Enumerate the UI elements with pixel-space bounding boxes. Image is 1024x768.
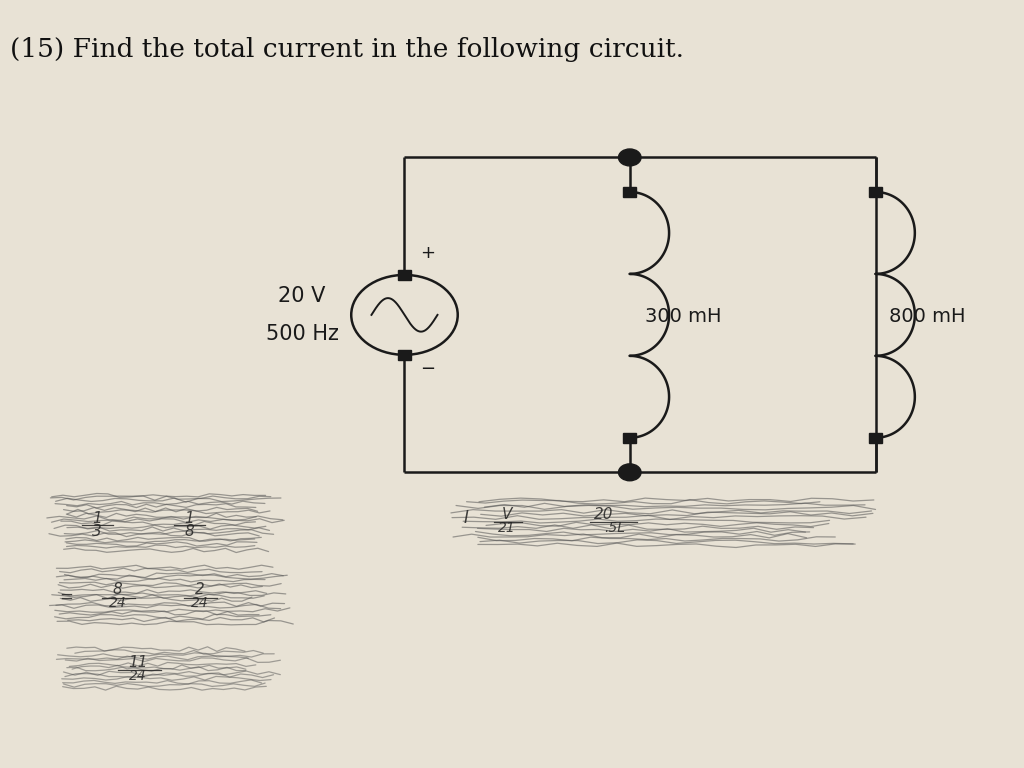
Bar xyxy=(397,350,412,359)
Text: V: V xyxy=(502,507,512,522)
Text: +: + xyxy=(421,244,435,263)
Bar xyxy=(868,187,883,197)
Text: 8: 8 xyxy=(184,524,195,539)
Text: .5L: .5L xyxy=(604,521,625,535)
Text: 2: 2 xyxy=(195,582,205,598)
Text: 1: 1 xyxy=(184,511,195,526)
Text: 24: 24 xyxy=(190,596,209,610)
Circle shape xyxy=(618,149,641,166)
Text: 24: 24 xyxy=(109,596,127,610)
Bar xyxy=(623,433,637,442)
Text: (15) Find the total current in the following circuit.: (15) Find the total current in the follo… xyxy=(10,38,684,62)
Text: 500 Hz: 500 Hz xyxy=(265,324,339,344)
Bar xyxy=(397,270,412,280)
Text: 800 mH: 800 mH xyxy=(889,307,966,326)
Text: −: − xyxy=(421,359,435,378)
Text: 300 mH: 300 mH xyxy=(645,307,722,326)
Text: 24: 24 xyxy=(129,669,147,683)
Bar xyxy=(623,187,637,197)
Circle shape xyxy=(618,464,641,481)
Text: =: = xyxy=(59,588,74,606)
Text: 21: 21 xyxy=(498,521,516,535)
Text: 3: 3 xyxy=(92,524,102,539)
Text: 20: 20 xyxy=(594,507,614,522)
Text: 8: 8 xyxy=(113,582,123,598)
Text: 11: 11 xyxy=(128,655,148,670)
Text: 20 V: 20 V xyxy=(279,286,326,306)
Bar xyxy=(868,433,883,442)
Text: 1: 1 xyxy=(92,511,102,526)
Text: I: I xyxy=(464,509,468,528)
